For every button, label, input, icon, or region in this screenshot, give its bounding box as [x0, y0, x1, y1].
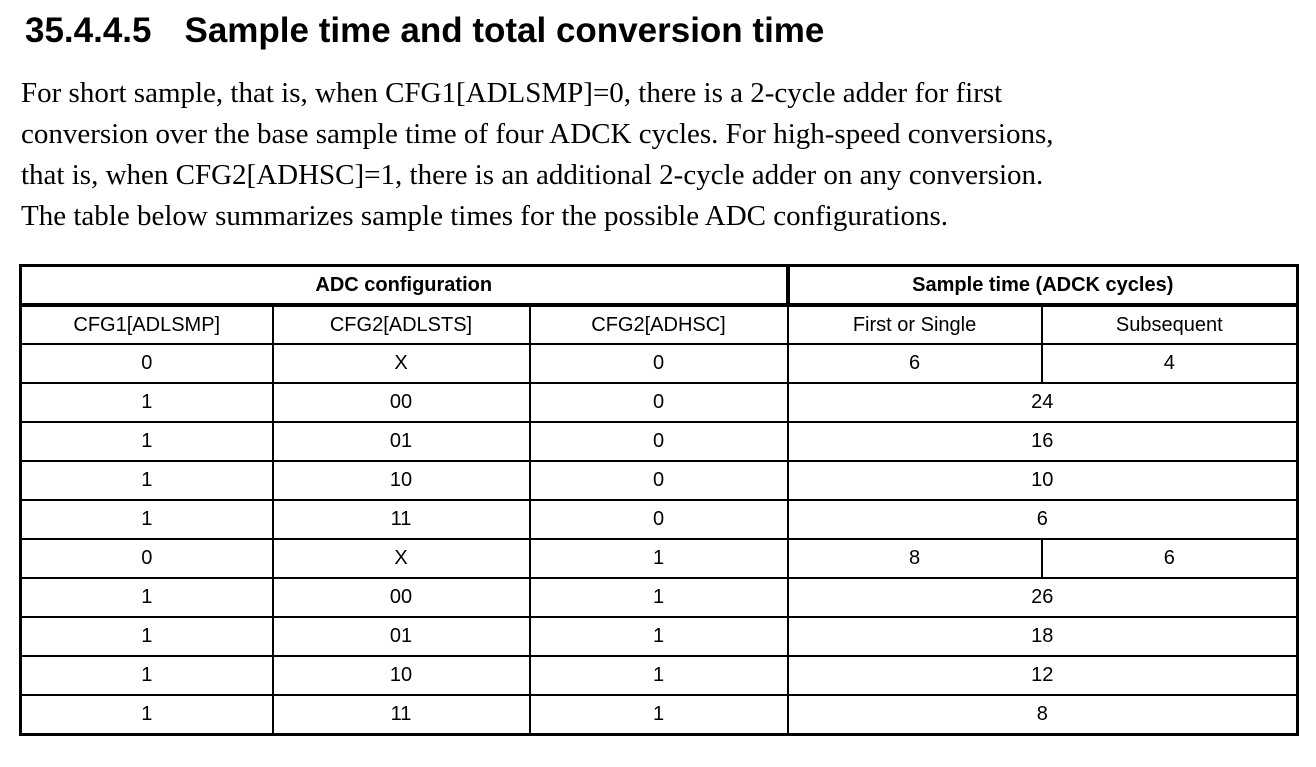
group-header-adc-configuration: ADC configuration: [19, 264, 790, 307]
table-cell: 8: [786, 538, 1043, 579]
table-cell: 0: [528, 421, 789, 462]
table-row: 1 10 1 12: [19, 655, 1299, 696]
table-row: 0 X 0 6 4: [19, 343, 1299, 384]
table-row: 1 00 1 26: [19, 577, 1299, 618]
table-cell-merged: 18: [786, 616, 1299, 657]
table-cell: 1: [19, 499, 274, 540]
table-cell-merged: 12: [786, 655, 1299, 696]
column-header-first-or-single: First or Single: [786, 304, 1043, 345]
table-cell: 11: [271, 694, 531, 736]
page-root: 35.4.4.5 Sample time and total conversion…: [0, 11, 1316, 736]
table-row: 1 10 0 10: [19, 460, 1299, 501]
table-cell: X: [271, 343, 531, 384]
table-cell: 1: [19, 421, 274, 462]
table-cell-merged: 26: [786, 577, 1299, 618]
column-header-cfg2-adlsts: CFG2[ADLSTS]: [271, 304, 531, 345]
table-cell: 00: [271, 577, 531, 618]
table-row: 0 X 1 8 6: [19, 538, 1299, 579]
section-title: Sample time and total conversion time: [184, 11, 825, 50]
paragraph-line: For short sample, that is, when CFG1[ADL…: [21, 77, 1003, 109]
table-group-header-row: ADC configuration Sample time (ADCK cycl…: [19, 264, 1299, 307]
table-cell-merged: 24: [786, 382, 1299, 423]
column-header-cfg1-adlsmp: CFG1[ADLSMP]: [19, 304, 274, 345]
table-cell: 1: [528, 616, 789, 657]
table-cell: 1: [19, 655, 274, 696]
table-cell: 6: [1040, 538, 1299, 579]
table-cell: 0: [528, 499, 789, 540]
table-cell: 0: [19, 538, 274, 579]
table-cell: 10: [271, 460, 531, 501]
table-cell: 10: [271, 655, 531, 696]
table-column-header-row: CFG1[ADLSMP] CFG2[ADLSTS] CFG2[ADHSC] Fi…: [19, 304, 1299, 345]
table-cell: 0: [528, 382, 789, 423]
paragraph-line: The table below summarizes sample times …: [21, 200, 948, 232]
table-row: 1 01 1 18: [19, 616, 1299, 657]
section-number: 35.4.4.5: [25, 11, 152, 50]
table-row: 1 01 0 16: [19, 421, 1299, 462]
column-header-subsequent: Subsequent: [1040, 304, 1299, 345]
table-cell: 1: [19, 382, 274, 423]
intro-paragraph: For short sample, that is, when CFG1[ADL…: [21, 73, 1316, 237]
table-cell: 01: [271, 421, 531, 462]
table-cell-merged: 16: [786, 421, 1299, 462]
table-cell: 6: [786, 343, 1043, 384]
table-cell-merged: 6: [786, 499, 1299, 540]
table-cell: 1: [19, 460, 274, 501]
section-heading: 35.4.4.5 Sample time and total conversion…: [25, 11, 1316, 51]
table-cell: 0: [528, 460, 789, 501]
table-cell: 1: [19, 616, 274, 657]
table-cell: 1: [19, 577, 274, 618]
table-cell: 01: [271, 616, 531, 657]
table-cell: 1: [528, 538, 789, 579]
table-cell-merged: 10: [786, 460, 1299, 501]
column-header-cfg2-adhsc: CFG2[ADHSC]: [528, 304, 789, 345]
table-cell: 0: [19, 343, 274, 384]
table-row: 1 00 0 24: [19, 382, 1299, 423]
table-row: 1 11 1 8: [19, 694, 1299, 736]
paragraph-line: conversion over the base sample time of …: [21, 118, 1054, 150]
table-cell: 1: [528, 577, 789, 618]
paragraph-line: that is, when CFG2[ADHSC]=1, there is an…: [21, 159, 1044, 191]
table-cell: 0: [528, 343, 789, 384]
table-cell: 11: [271, 499, 531, 540]
table-cell: 1: [528, 694, 789, 736]
group-header-sample-time: Sample time (ADCK cycles): [786, 264, 1299, 307]
table-cell-merged: 8: [786, 694, 1299, 736]
table-cell: 4: [1040, 343, 1299, 384]
adc-sample-time-table: ADC configuration Sample time (ADCK cycl…: [19, 264, 1300, 736]
table-cell: 1: [528, 655, 789, 696]
table-cell: 00: [271, 382, 531, 423]
table-cell: 1: [19, 694, 274, 736]
table-cell: X: [271, 538, 531, 579]
table-row: 1 11 0 6: [19, 499, 1299, 540]
